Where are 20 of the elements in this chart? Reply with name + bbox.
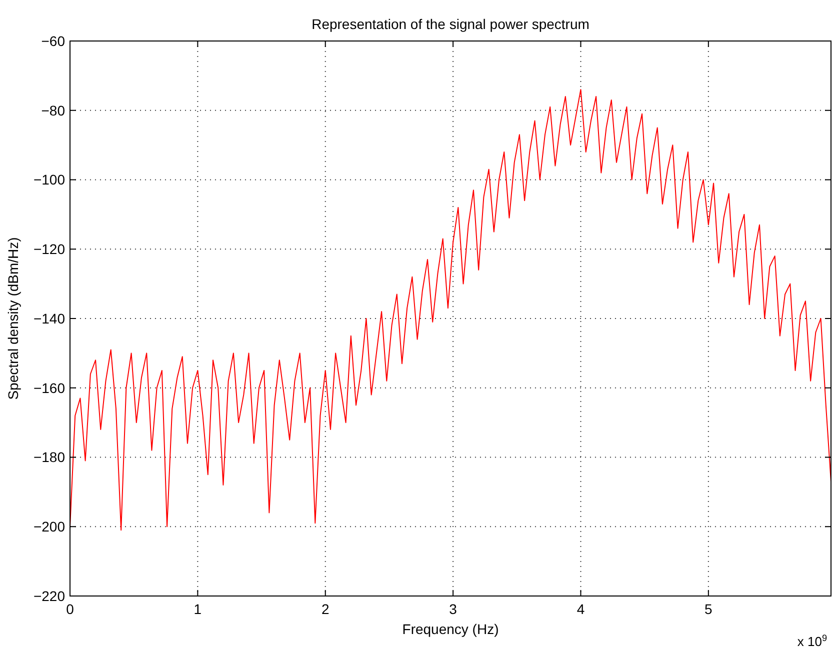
text: x 10$^{9}$ — [797, 633, 827, 649]
x-tick-label: 1 — [194, 601, 202, 617]
x-tick-label: 3 — [449, 601, 458, 617]
y-tick-label: −180 — [33, 449, 66, 466]
y-tick-label: −140 — [33, 310, 66, 326]
x-tick-label: 5 — [704, 601, 713, 617]
y-axis-title: Spectral density (dBm/Hz) — [5, 237, 21, 400]
x-axis-title: Frequency (Hz) — [402, 621, 499, 637]
y-tick-label: −160 — [33, 380, 66, 396]
y-tick-label: −220 — [33, 588, 66, 604]
x-tick-label: 4 — [576, 601, 585, 617]
y-tick-label: −200 — [33, 518, 66, 535]
y-tick-label: −100 — [33, 172, 66, 188]
y-tick-label: −60 — [41, 32, 66, 49]
x-tick-label: 2 — [321, 601, 330, 617]
line-series — [70, 89, 832, 531]
y-tick-label: −80 — [41, 102, 66, 118]
chart-title: Representation of the signal power spectrum — [312, 16, 590, 32]
x-tick-label: 0 — [66, 601, 74, 617]
y-tick-label: −120 — [33, 241, 66, 258]
